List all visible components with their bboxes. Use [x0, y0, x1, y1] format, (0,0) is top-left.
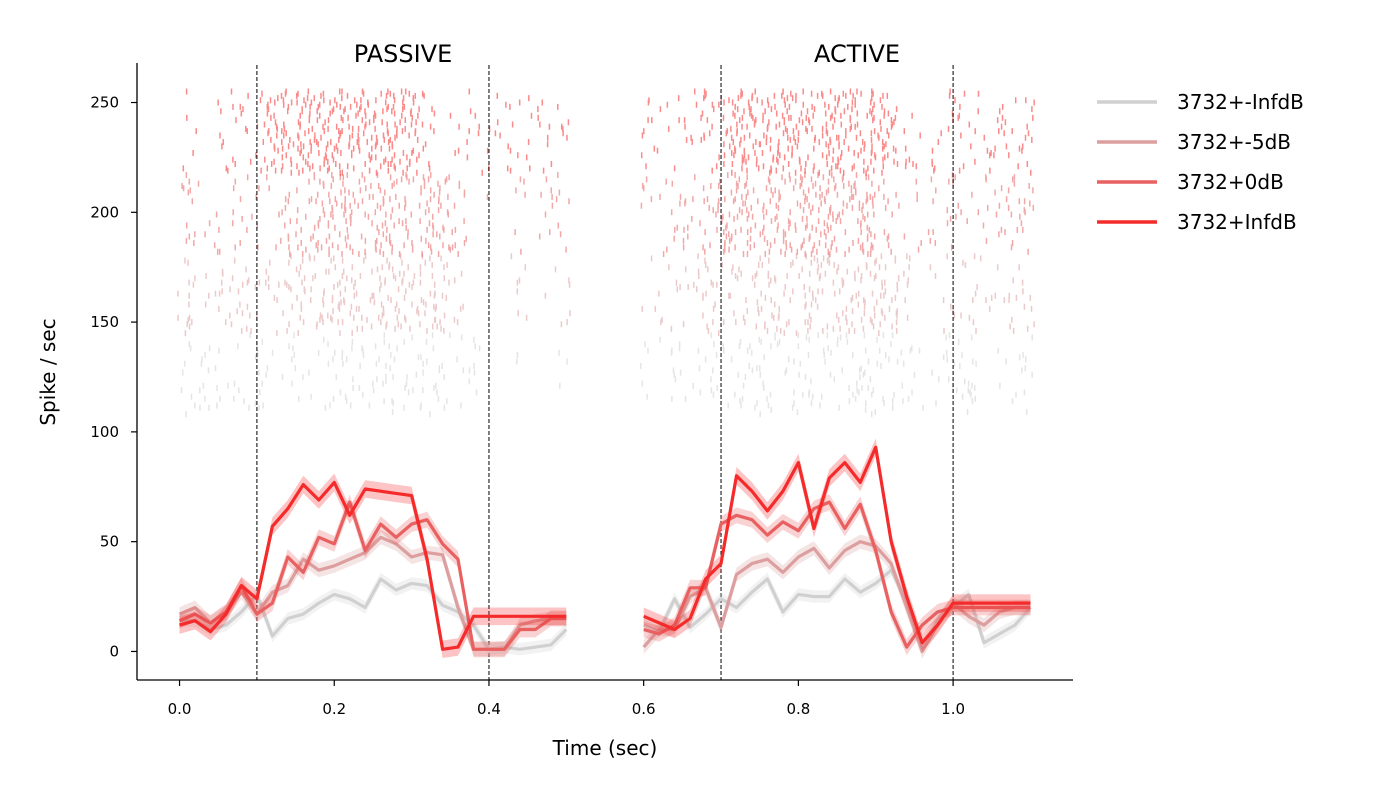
legend-label-0: 3732+-InfdB	[1177, 90, 1304, 114]
y-tick-label: 250	[90, 94, 119, 112]
psth-band-active-series-3	[643, 438, 1031, 652]
psth-line-active-series-1	[642, 540, 1031, 654]
raster-group	[177, 88, 1035, 418]
psth-band-passive-series-3	[179, 473, 567, 658]
x-tick-label: 0.2	[322, 700, 346, 718]
raster-active-series-0	[640, 332, 1033, 418]
psth-line-active-series-0	[643, 568, 1032, 649]
y-tick-label: 100	[90, 423, 119, 441]
raster-spikes	[181, 172, 570, 257]
panel-title-active: ACTIVE	[814, 40, 900, 68]
psth-line-active-series-3	[643, 445, 1031, 645]
raster-passive-series-1	[177, 253, 571, 337]
raster-spikes	[180, 332, 568, 418]
y-ticks: 0 50 100 150 200 250	[90, 94, 137, 660]
x-axis-label: Time (sec)	[552, 736, 658, 760]
psth-line-passive-series-0	[179, 577, 568, 651]
psth-band-passive-series-0	[179, 572, 567, 656]
psth-line-passive-series-3	[179, 480, 567, 651]
panel-title-passive: PASSIVE	[354, 40, 452, 68]
legend-label-3: 3732+InfdB	[1177, 210, 1297, 234]
raster-spikes	[182, 88, 570, 176]
legend-label-2: 3732+0dB	[1177, 170, 1284, 194]
raster-active-series-3	[640, 88, 1035, 176]
raster-spikes	[641, 253, 1035, 337]
legend: 3732+-InfdB 3732+-5dB 3732+0dB 3732+InfdB	[1097, 90, 1304, 234]
raster-passive-series-3	[182, 88, 570, 176]
raster-active-series-1	[641, 253, 1035, 337]
raster-spikes	[640, 88, 1035, 176]
raster-passive-series-0	[180, 332, 568, 418]
raster-spikes	[640, 172, 1035, 257]
x-tick-label: 0.8	[786, 700, 810, 718]
x-tick-label: 0.6	[632, 700, 656, 718]
raster-active-series-2	[640, 172, 1035, 257]
legend-label-1: 3732+-5dB	[1177, 130, 1291, 154]
raster-passive-series-2	[181, 172, 570, 257]
x-tick-label: 0.0	[168, 700, 192, 718]
axes: 0.0 0.2 0.4 0.6 0.8 1.0 0 50 100 150 200 250 Time …	[36, 63, 1073, 760]
plot-area	[177, 65, 1035, 680]
raster-spikes	[640, 332, 1033, 418]
x-ticks: 0.0 0.2 0.4 0.6 0.8 1.0	[168, 680, 965, 718]
psth-band-passive-series-2	[179, 494, 567, 658]
y-tick-label: 150	[90, 313, 119, 331]
y-tick-label: 0	[109, 642, 119, 660]
y-tick-label: 200	[90, 203, 119, 221]
x-tick-label: 1.0	[941, 700, 965, 718]
x-tick-label: 0.4	[477, 700, 501, 718]
raster-spikes	[177, 253, 571, 337]
psth-line-passive-series-2	[178, 500, 567, 651]
y-tick-label: 50	[100, 533, 119, 551]
y-axis-label: Spike / sec	[36, 318, 60, 425]
